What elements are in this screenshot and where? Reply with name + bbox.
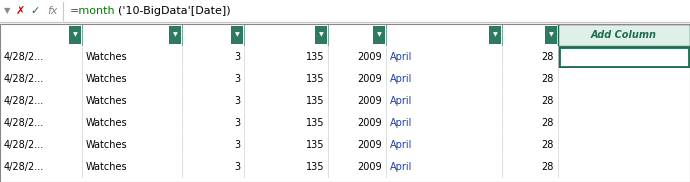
- Bar: [69, 26, 81, 44]
- Text: 3: 3: [234, 140, 240, 150]
- Text: Add Column: Add Column: [591, 30, 657, 40]
- Bar: [231, 26, 243, 44]
- Text: Units: Units: [199, 30, 228, 40]
- Text: 4/28/2...: 4/28/2...: [4, 74, 44, 84]
- Text: 28: 28: [542, 52, 554, 62]
- Text: April: April: [390, 140, 413, 150]
- Text: ✗: ✗: [15, 6, 25, 16]
- Bar: [373, 26, 385, 44]
- Text: 2009: 2009: [357, 140, 382, 150]
- Text: ▼: ▼: [3, 7, 10, 15]
- Text: 3: 3: [234, 52, 240, 62]
- Text: Watches: Watches: [86, 140, 128, 150]
- Text: 135: 135: [306, 52, 324, 62]
- Bar: [558, 24, 690, 46]
- Text: Watches: Watches: [86, 162, 128, 172]
- Text: Watches: Watches: [86, 118, 128, 128]
- Text: 2009: 2009: [357, 162, 382, 172]
- Text: 2009: 2009: [357, 52, 382, 62]
- Bar: [169, 26, 181, 44]
- Text: 4/28/2...: 4/28/2...: [4, 118, 44, 128]
- Text: ▼: ▼: [72, 33, 77, 37]
- Text: 135: 135: [306, 118, 324, 128]
- Text: 135: 135: [306, 162, 324, 172]
- Text: 3: 3: [234, 74, 240, 84]
- Text: April: April: [390, 118, 413, 128]
- Bar: [489, 26, 501, 44]
- Text: 28: 28: [542, 140, 554, 150]
- Text: ▼: ▼: [319, 33, 324, 37]
- Text: Month Name: Month Name: [409, 30, 479, 40]
- Text: April: April: [390, 52, 413, 62]
- Text: ▼: ▼: [377, 33, 382, 37]
- Text: 4/28/2...: 4/28/2...: [4, 52, 44, 62]
- Text: ▼: ▼: [549, 33, 553, 37]
- Text: 4/28/2...: 4/28/2...: [4, 96, 44, 106]
- Text: 2009: 2009: [357, 96, 382, 106]
- Text: 4/28/2...: 4/28/2...: [4, 162, 44, 172]
- Text: 28: 28: [542, 96, 554, 106]
- Text: 3: 3: [234, 96, 240, 106]
- Text: 28: 28: [542, 118, 554, 128]
- Text: Division: Division: [110, 30, 154, 40]
- Text: Date: Date: [28, 30, 54, 40]
- Text: Year: Year: [345, 30, 369, 40]
- Text: 3: 3: [234, 162, 240, 172]
- Text: April: April: [390, 162, 413, 172]
- Text: fx: fx: [47, 6, 57, 16]
- Text: April: April: [390, 74, 413, 84]
- Text: ▼: ▼: [235, 33, 239, 37]
- Text: 135: 135: [306, 140, 324, 150]
- Text: Watches: Watches: [86, 74, 128, 84]
- Text: April: April: [390, 96, 413, 106]
- Text: =month: =month: [70, 6, 116, 16]
- Text: 2009: 2009: [357, 118, 382, 128]
- Text: 2009: 2009: [357, 74, 382, 84]
- Text: Watches: Watches: [86, 96, 128, 106]
- Text: 135: 135: [306, 74, 324, 84]
- Text: 3: 3: [234, 118, 240, 128]
- Text: ✓: ✓: [30, 6, 40, 16]
- Bar: [559, 47, 689, 67]
- Bar: [545, 26, 557, 44]
- Text: ('10-BigData'[Date]): ('10-BigData'[Date]): [118, 6, 230, 16]
- Text: 4/28/2...: 4/28/2...: [4, 140, 44, 150]
- Text: ▼: ▼: [172, 33, 177, 37]
- Text: ▼: ▼: [493, 33, 497, 37]
- Text: Watches: Watches: [86, 52, 128, 62]
- Bar: [315, 26, 327, 44]
- Text: Revenue: Revenue: [262, 30, 310, 40]
- Text: Day: Day: [520, 30, 540, 40]
- Text: 135: 135: [306, 96, 324, 106]
- Text: 28: 28: [542, 74, 554, 84]
- Text: 28: 28: [542, 162, 554, 172]
